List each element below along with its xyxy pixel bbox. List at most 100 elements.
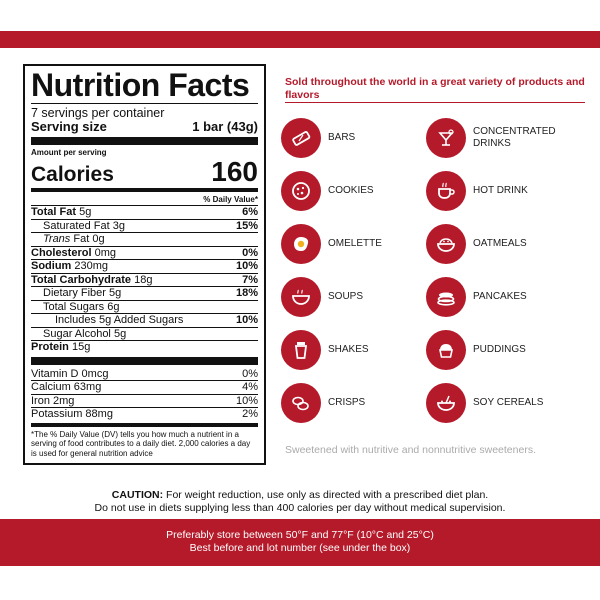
vitamin-label: Iron: [31, 394, 50, 407]
caution-block: CAUTION: For weight reduction, use only …: [0, 489, 600, 515]
nutrient-amount: 15g: [71, 341, 91, 353]
nutrient-dv: 10%: [235, 260, 258, 272]
product-item-crisps: CRISPS: [281, 383, 365, 423]
nutrient-amount: 5g: [79, 206, 92, 218]
nutrient-amount: Fat 0g: [73, 233, 105, 245]
nutrient-row-trans-fat: Trans Fat 0g: [31, 232, 258, 246]
nutrient-amount: 18g: [134, 273, 153, 286]
crisps-icon: [281, 383, 321, 423]
nutrient-row-protein: Protein 15g: [31, 340, 258, 354]
oatmeal-icon: [426, 224, 466, 264]
calories-row: Calories 160: [31, 158, 258, 186]
nutrient-label: Dietary Fiber: [43, 287, 106, 299]
nutrient-row-dietary-fiber: Dietary Fiber 5g 18%: [31, 286, 258, 300]
nutrient-label: Cholesterol: [31, 246, 92, 259]
product-item-omelette: OMELETTE: [281, 224, 382, 264]
serving-size-value: 1 bar (43g): [192, 119, 258, 134]
product-label: PUDDINGS: [473, 344, 526, 355]
nutrient-dv: 0%: [242, 246, 258, 259]
servings-per-container: 7 servings per container: [31, 106, 165, 120]
nutrient-dv: 18%: [235, 287, 258, 299]
product-item-hot-drink: HOT DRINK: [426, 171, 528, 211]
nutrient-amount: 230mg: [74, 260, 109, 272]
nutrient-label: Total Carbohydrate: [31, 273, 132, 286]
calories-value: 160: [211, 156, 258, 187]
nutrient-label: Total Sugars: [43, 300, 105, 313]
product-item-shakes: SHAKES: [281, 330, 369, 370]
nutrient-dv: 7%: [242, 273, 258, 286]
bar-icon: [281, 118, 321, 158]
vitamin-row-potassium: Potassium 88mg 2%: [31, 407, 258, 421]
thick-divider: [31, 137, 258, 145]
nutrient-dv: 6%: [242, 206, 258, 218]
nutrition-facts-panel: Nutrition Facts 7 servings per container…: [23, 64, 266, 465]
vitamin-label: Potassium: [31, 408, 83, 420]
nutrient-label: Includes 5g Added Sugars: [55, 314, 184, 326]
products-heading-rule: [285, 102, 585, 103]
product-label: OATMEALS: [473, 238, 527, 249]
products-heading: Sold throughout the world in a great var…: [285, 76, 585, 101]
vitamin-row-calcium: Calcium 63mg 4%: [31, 380, 258, 394]
caution-line-1: For weight reduction, use only as direct…: [166, 489, 489, 501]
product-label: HOT DRINK: [473, 185, 528, 196]
pudding-icon: [426, 330, 466, 370]
cookie-icon: [281, 171, 321, 211]
vitamin-row-iron: Iron 2mg 10%: [31, 393, 258, 408]
nutrient-amount: 0mg: [94, 246, 116, 259]
vitamin-row-vitamin-d: Vitamin D 0mcg 0%: [31, 368, 258, 381]
daily-value-footnote: *The % Daily Value (DV) tells you how mu…: [31, 429, 251, 458]
product-item-pancakes: PANCAKES: [426, 277, 527, 317]
nutrient-amount: 3g: [112, 219, 125, 232]
vitamin-dv: 10%: [235, 394, 258, 407]
product-label: CRISPS: [328, 397, 366, 408]
nutrient-dv: 15%: [235, 219, 258, 232]
nutrient-row-cholesterol: Cholesterol 0mg 0%: [31, 245, 258, 260]
nutrient-row-total-sugars: Total Sugars 6g: [31, 299, 258, 314]
product-item-soups: SOUPS: [281, 277, 363, 317]
storage-line-2: Best before and lot number (see under th…: [189, 542, 411, 554]
nutrient-label: Sugar Alcohol: [43, 327, 111, 340]
product-label: OMELETTE: [328, 238, 382, 249]
nutrient-row-total-fat: Total Fat 5g 6%: [31, 205, 258, 219]
product-item-cookies: COOKIES: [281, 171, 374, 211]
nutrient-amount: 5g: [113, 327, 127, 340]
product-label: PANCAKES: [473, 291, 527, 302]
vitamin-label: Calcium: [31, 381, 71, 393]
product-label: CONCENTRATED DRINKS: [473, 126, 556, 149]
thick-divider: [31, 356, 258, 365]
serving-size-label: Serving size: [31, 119, 107, 134]
nutrient-row-saturated-fat: Saturated Fat 3g 15%: [31, 218, 258, 233]
shaker-icon: [281, 330, 321, 370]
cocktail-icon: [426, 118, 466, 158]
vitamin-amount: 0mcg: [81, 367, 109, 380]
product-item-soy-cereals: SOY CEREALS: [426, 383, 543, 423]
nutrient-row-total-carbohydrate: Total Carbohydrate 18g 7%: [31, 272, 258, 287]
vitamin-amount: 2mg: [53, 394, 75, 407]
divider: [31, 103, 258, 104]
product-item-oatmeals: OATMEALS: [426, 224, 527, 264]
daily-value-header: % Daily Value*: [203, 195, 258, 204]
calories-label: Calories: [31, 163, 114, 186]
sweetener-note: Sweetened with nutritive and nonnutritiv…: [285, 444, 536, 456]
medium-divider: [31, 188, 258, 192]
soup-icon: [281, 277, 321, 317]
nutrient-row-added-sugars: Includes 5g Added Sugars 10%: [31, 313, 258, 327]
product-label: SHAKES: [328, 344, 369, 355]
amount-per-serving: Amount per serving: [31, 148, 107, 157]
product-label: SOY CEREALS: [473, 397, 544, 408]
cereal-icon: [426, 383, 466, 423]
medium-divider: [31, 422, 258, 427]
nutrient-amount: 6g: [107, 300, 120, 313]
vitamin-amount: 88mg: [85, 408, 113, 420]
product-label: BARS: [328, 132, 356, 143]
nutrient-dv: 10%: [235, 314, 258, 326]
nutrient-label: Trans: [43, 233, 71, 245]
egg-icon: [281, 224, 321, 264]
nutrient-label: Sodium: [31, 260, 72, 272]
nutrient-label: Saturated Fat: [43, 219, 110, 232]
serving-size-row: Serving size 1 bar (43g): [31, 120, 258, 134]
cup-icon: [426, 171, 466, 211]
vitamin-label: Vitamin D: [31, 367, 79, 380]
storage-line-1: Preferably store between 50°F and 77°F (…: [166, 529, 434, 541]
nutrient-amount: 5g: [109, 287, 122, 299]
